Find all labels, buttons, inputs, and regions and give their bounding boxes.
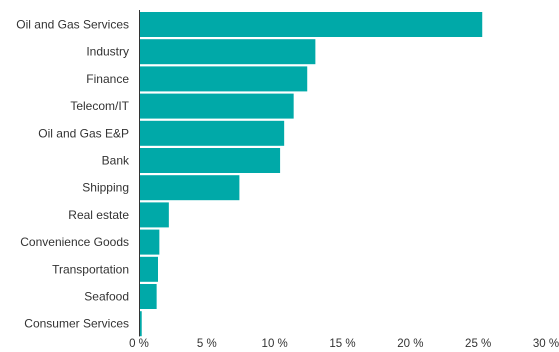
- bar-6: [139, 175, 240, 201]
- category-label: Industry: [86, 45, 129, 59]
- x-tick-label: 0 %: [129, 338, 149, 350]
- category-label: Shipping: [82, 181, 129, 195]
- category-label: Telecom/IT: [70, 99, 129, 113]
- bar-5: [139, 148, 281, 173]
- bar-0: [139, 12, 483, 37]
- bar-2: [139, 66, 308, 92]
- category-label: Real estate: [68, 208, 129, 222]
- bars-group: [139, 12, 483, 337]
- bar-9: [139, 256, 158, 282]
- category-label: Oil and Gas Services: [16, 18, 129, 32]
- x-tick-label: 25 %: [465, 338, 491, 350]
- category-labels: Oil and Gas Services Industry Finance Telec…: [16, 18, 130, 331]
- category-label: Transportation: [52, 262, 129, 276]
- bar-4: [139, 120, 285, 146]
- category-label: Finance: [86, 72, 129, 86]
- bar-11: [139, 311, 142, 337]
- bar-7: [139, 202, 169, 228]
- bar-1: [139, 39, 316, 65]
- x-tick-label: 20 %: [397, 338, 423, 350]
- category-label: Convenience Goods: [20, 235, 129, 249]
- bar-10: [139, 284, 157, 309]
- x-tick-label: 30 %: [533, 338, 559, 350]
- bar-8: [139, 229, 160, 255]
- x-tick-label: 10 %: [262, 338, 288, 350]
- category-label: Seafood: [84, 290, 129, 304]
- x-tick-label: 5 %: [197, 338, 217, 350]
- category-label: Bank: [102, 154, 130, 168]
- x-tick-label: 15 %: [329, 338, 355, 350]
- x-axis-tick-labels: 0 % 5 % 10 % 15 % 20 % 25 % 30 %: [129, 338, 559, 350]
- category-label: Consumer Services: [24, 317, 129, 331]
- category-label: Oil and Gas E&P: [38, 126, 129, 140]
- bar-3: [139, 93, 294, 119]
